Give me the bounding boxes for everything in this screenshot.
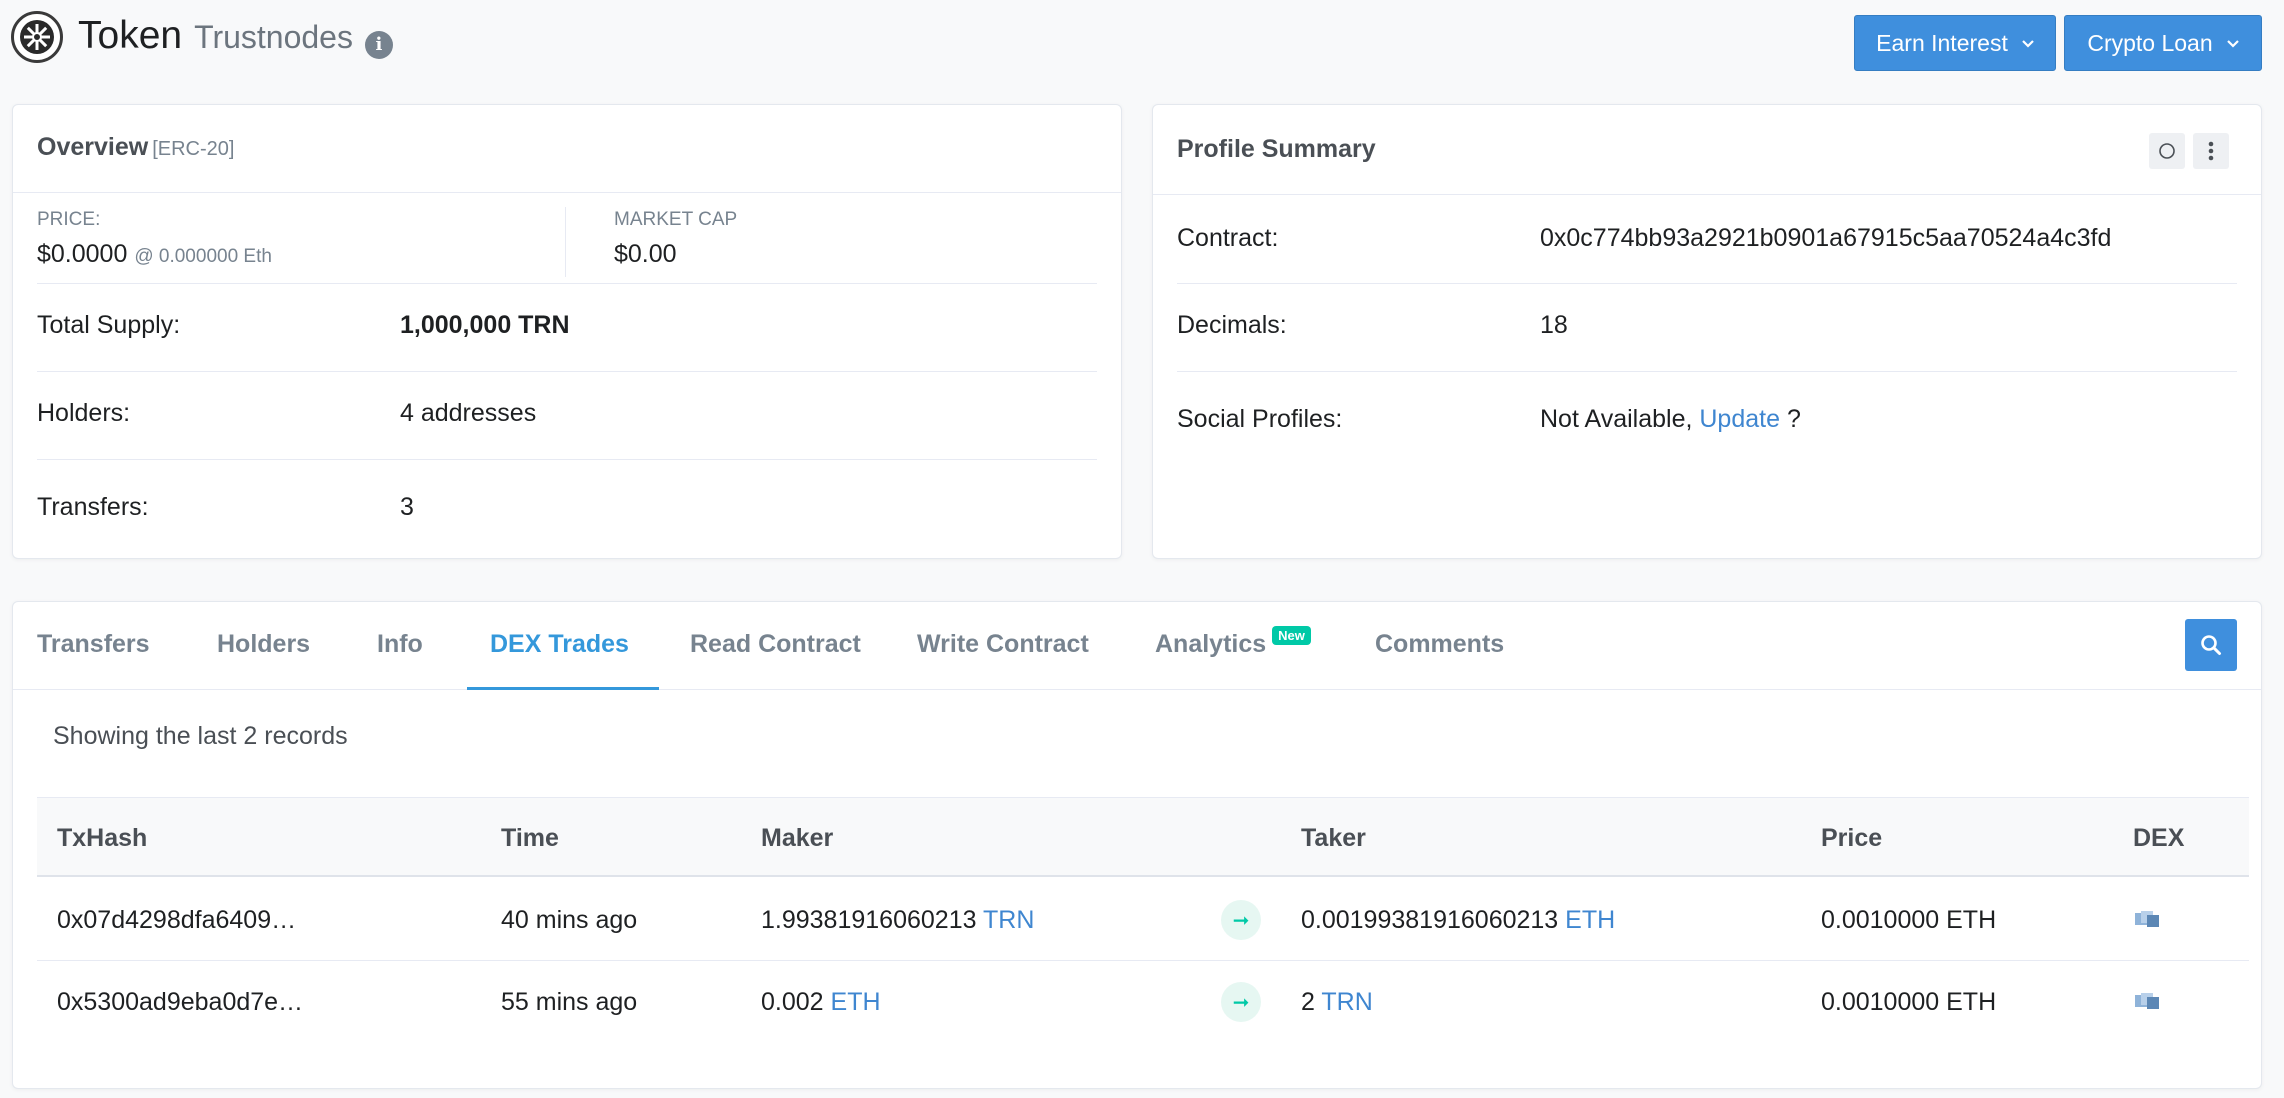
trade-price: 0.0010000 ETH [1821,906,1997,934]
tab-info[interactable]: Info [377,630,423,658]
info-icon[interactable]: i [364,30,393,59]
tab-analytics-label: Analytics [1155,630,1267,658]
column-header-dex: DEX [2133,824,2185,852]
maker-amount: 1.99381916060213 [761,906,977,934]
divider [1177,371,2237,372]
txhash-link[interactable]: 0x07d4298dfa6409… [57,906,297,934]
transfers-value: 3 [400,493,414,521]
crypto-loan-label: Crypto Loan [2087,29,2213,56]
overview-header: Overview [ERC-20] [13,105,1121,193]
new-badge: New [1272,626,1311,645]
taker-amount: 2 [1301,988,1315,1016]
overview-card: Overview [ERC-20] PRICE: $0.0000 @ 0.0000… [12,104,1122,559]
total-supply-label: Total Supply: [37,311,181,339]
maker-value: 0.002 ETH [761,988,881,1017]
overview-title: Overview [ERC-20] [37,133,234,162]
trade-price: 0.0010000 ETH [1821,988,1997,1016]
contract-label: Contract: [1177,224,1279,252]
divider [1177,283,2237,284]
profile-summary-card: Profile Summary Contract: 0x0c774bb93a29… [1152,104,2262,559]
earn-interest-button[interactable]: Earn Interest [1854,15,2056,71]
more-options-icon[interactable] [2193,133,2229,169]
tabs-nav: Transfers Holders Info DEX Trades Read C… [13,602,2261,690]
chevron-down-icon [2022,35,2034,51]
arrow-right-icon: ➞ [1221,900,1261,940]
tab-transfers[interactable]: Transfers [37,630,150,658]
market-cap-value: $0.00 [614,240,677,268]
decimals-label: Decimals: [1177,311,1287,339]
tab-dex-trades[interactable]: DEX Trades [490,630,629,658]
social-profiles-status: Not Available, [1540,405,1693,433]
records-summary: Showing the last 2 records [53,722,348,750]
taker-token-link[interactable]: TRN [1321,988,1373,1016]
taker-amount: 0.00199381916060213 [1301,906,1559,934]
table-row: 0x5300ad9eba0d7e… 55 mins ago 0.002 ETH … [37,962,2249,1044]
taker-token-link[interactable]: ETH [1565,906,1616,934]
holders-value: 4 addresses [400,399,537,427]
txhash-link[interactable]: 0x5300ad9eba0d7e… [57,988,304,1016]
maker-amount: 0.002 [761,988,824,1016]
trade-time: 40 mins ago [501,906,638,934]
column-header-maker: Maker [761,824,834,852]
update-link[interactable]: Update [1699,405,1780,433]
tab-holders[interactable]: Holders [217,630,311,658]
tab-comments[interactable]: Comments [1375,630,1505,658]
price-value: $0.0000 @ 0.000000 Eth [37,240,272,269]
chevron-down-icon [2226,35,2239,51]
active-tab-indicator [467,687,659,690]
page-title-token: Token [78,14,183,57]
holders-label: Holders: [37,399,131,427]
divider [37,459,1097,460]
price-usd: $0.0000 [37,240,128,268]
divider [37,283,1097,284]
trades-table-header: TxHash Time Maker Taker Price DEX [37,797,2249,877]
circle-toggle-button[interactable] [2149,133,2185,169]
tab-analytics[interactable]: Analytics New [1155,626,1311,659]
contract-address-link[interactable]: 0x0c774bb93a2921b0901a67915c5aa70524a4c3… [1540,224,2112,252]
total-supply-value: 1,000,000 TRN [400,311,570,339]
trade-time: 55 mins ago [501,988,638,1016]
social-profiles-value: Not Available, Update ? [1540,405,1801,434]
taker-value: 0.00199381916060213 ETH [1301,906,1615,935]
market-cap-label: MARKET CAP [614,209,738,230]
overview-title-text: Overview [37,133,149,161]
price-eth: @ 0.000000 Eth [134,246,272,267]
token-tabs-card: Transfers Holders Info DEX Trades Read C… [12,601,2262,1089]
column-header-time: Time [501,824,559,852]
transfers-label: Transfers: [37,493,149,521]
decimals-value: 18 [1540,311,1568,339]
column-header-txhash: TxHash [57,824,148,852]
search-button[interactable] [2185,619,2237,671]
page-title: Token Trustnodes i [78,14,393,59]
maker-value: 1.99381916060213 TRN [761,906,1034,935]
profile-header: Profile Summary [1153,105,2261,195]
taker-value: 2 TRN [1301,988,1373,1017]
table-row: 0x07d4298dfa6409… 40 mins ago 1.99381916… [37,879,2249,961]
earn-interest-label: Earn Interest [1876,29,2008,56]
search-icon [2201,635,2221,655]
profile-title: Profile Summary [1177,135,1376,163]
maker-token-link[interactable]: ETH [830,988,881,1016]
token-standard-label: [ERC-20] [152,138,235,160]
tab-write-contract[interactable]: Write Contract [917,630,1089,658]
divider [565,207,566,277]
column-header-price: Price [1821,824,1883,852]
maker-token-link[interactable]: TRN [983,906,1035,934]
token-name: Trustnodes [194,19,353,55]
tab-read-contract[interactable]: Read Contract [690,630,861,658]
dex-logo-icon[interactable] [2133,909,2161,931]
crypto-loan-button[interactable]: Crypto Loan [2064,15,2262,71]
social-profiles-label: Social Profiles: [1177,405,1343,433]
arrow-right-icon: ➞ [1221,982,1261,1022]
price-label: PRICE: [37,209,101,230]
column-header-taker: Taker [1301,824,1366,852]
dex-logo-icon[interactable] [2133,991,2161,1013]
help-mark: ? [1786,405,1801,433]
divider [37,371,1097,372]
token-logo-icon [11,11,63,63]
page-header: Token Trustnodes i Earn Interest Crypto … [0,0,2284,90]
